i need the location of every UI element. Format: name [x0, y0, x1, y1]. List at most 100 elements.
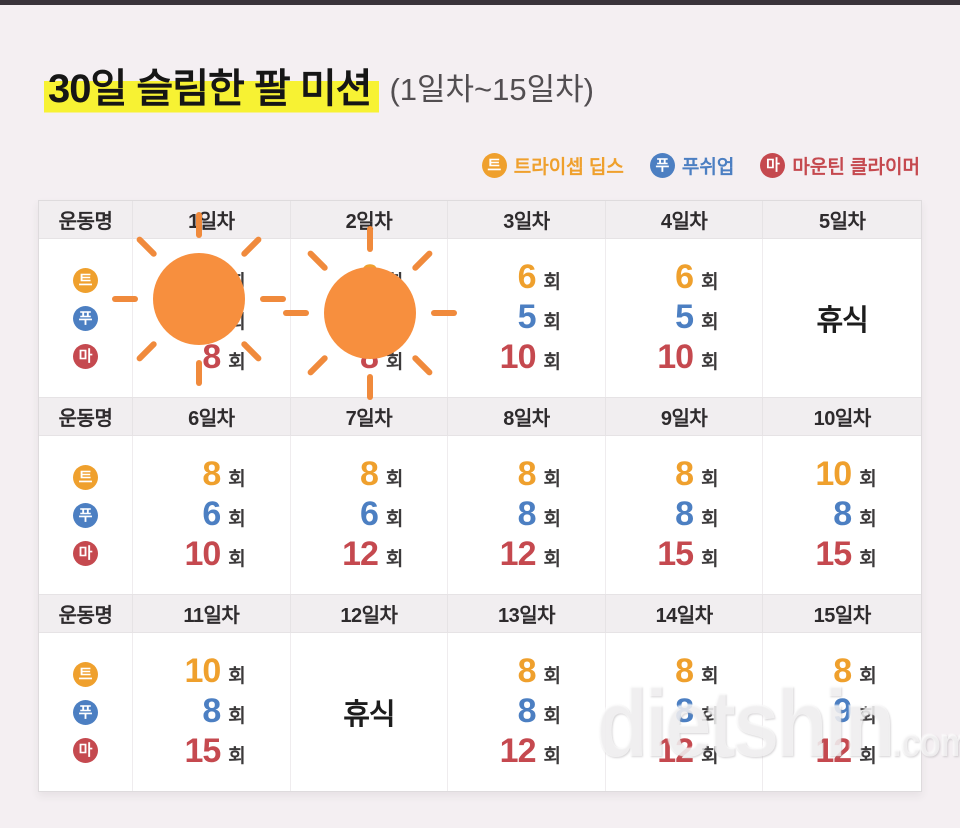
- rep-unit: 회: [228, 549, 246, 570]
- rep-unit: 회: [385, 509, 404, 530]
- exercise-badge-icon: 마: [760, 153, 786, 178]
- day-header: 12일차: [291, 595, 449, 632]
- rep-count: 10: [184, 535, 221, 573]
- exercise-badge-icon: 트: [73, 464, 98, 490]
- rep-count: 8: [359, 455, 379, 493]
- rep-count: 8: [202, 455, 221, 493]
- rep-unit: 회: [385, 312, 404, 333]
- day-cell: 6 회 5 회 10 회: [448, 239, 606, 397]
- legend: 트 트라이셉 딥스 푸 푸쉬업 마 마운틴 클라이머: [481, 152, 920, 179]
- rep-count: 8: [359, 338, 379, 376]
- legend-item: 푸 푸쉬업: [649, 152, 735, 179]
- table-header-row: 운동명 11일차 12일차 13일차 14일차 15일차: [39, 594, 921, 633]
- rep-line: 12 회: [641, 732, 727, 772]
- rep-line: 10 회: [168, 652, 254, 692]
- day-cell: 8 회 8 회 12 회: [606, 633, 764, 791]
- day-cell: 8 회 9 회 12 회: [763, 633, 921, 791]
- rep-unit: 회: [701, 509, 719, 530]
- day-header: 11일차: [133, 595, 291, 632]
- rep-count: 15: [815, 535, 852, 573]
- rep-count: 5: [675, 298, 694, 336]
- day-header: 14일차: [606, 595, 764, 632]
- day-header: 15일차: [813, 605, 872, 627]
- watermark-text: dietshin: [596, 670, 895, 777]
- rep-unit: 회: [701, 352, 719, 373]
- rep-count: 8: [517, 455, 537, 493]
- rep-count: 8: [833, 652, 852, 690]
- exercise-col-header: 운동명: [39, 201, 133, 238]
- day-header: 7일차: [291, 398, 449, 435]
- rep-unit: 회: [543, 746, 561, 767]
- exercise-badge-icon: 푸: [649, 153, 675, 178]
- top-bar: [0, 0, 960, 5]
- rep-unit: 회: [859, 666, 877, 687]
- rep-line: 10 회: [641, 338, 727, 378]
- rep-unit: 회: [385, 469, 404, 490]
- rep-count: 9: [833, 692, 852, 730]
- rep-count: 12: [657, 732, 694, 770]
- rep-count: 6: [517, 258, 537, 296]
- exercise-badge-icon: 트: [73, 661, 98, 687]
- rep-line: 10 회: [483, 338, 569, 378]
- rep-unit: 회: [701, 469, 719, 490]
- rep-count: 10: [499, 338, 537, 376]
- table-body-row: 트 푸 마 10 회 8 회 15 회 휴식 8 회 8 회 12 회 8 회 8 회 12 회 8 회 9 회 12 회: [39, 633, 921, 791]
- rep-count: 6: [359, 258, 379, 296]
- rep-count: 12: [499, 732, 537, 770]
- rep-count: 8: [202, 692, 221, 730]
- rep-unit: 회: [701, 666, 719, 687]
- rep-line: 10 회: [799, 455, 885, 495]
- exercise-badge-icon: 푸: [73, 305, 98, 331]
- rep-count: 8: [675, 692, 694, 730]
- exercise-col-header: 운동명: [39, 398, 133, 435]
- rep-unit: 회: [859, 549, 877, 570]
- rep-count: 10: [815, 455, 852, 493]
- rest-label: 휴식: [343, 699, 395, 731]
- rep-unit: 회: [543, 312, 561, 333]
- rep-count: 8: [675, 495, 694, 533]
- day-header: 5일차: [818, 211, 866, 233]
- rep-unit: 회: [228, 312, 246, 333]
- rep-count: 6: [202, 258, 221, 296]
- page-subtitle: (1일차~15일차): [389, 72, 594, 107]
- rep-unit: 회: [543, 509, 561, 530]
- day-cell: 8 회 8 회 15 회: [606, 436, 764, 594]
- title-block: 30일 슬림한 팔 미션 (1일차~15일차): [44, 56, 594, 114]
- day-cell: 휴식: [763, 239, 921, 397]
- rep-unit: 회: [385, 272, 404, 293]
- rep-unit: 회: [385, 352, 404, 373]
- rep-unit: 회: [228, 469, 246, 490]
- rep-unit: 회: [543, 706, 561, 727]
- rep-count: 12: [342, 535, 379, 573]
- rep-unit: 회: [228, 746, 246, 767]
- rep-count: 15: [184, 732, 221, 770]
- rep-unit: 회: [701, 746, 719, 767]
- rep-line: 12 회: [483, 535, 569, 575]
- watermark-suffix: .com: [891, 721, 960, 765]
- rep-unit: 회: [859, 509, 877, 530]
- rep-count: 6: [202, 495, 221, 533]
- day-header: 1일차: [133, 201, 291, 238]
- rep-line: 15 회: [168, 732, 254, 772]
- exercise-badge-icon: 마: [73, 540, 98, 566]
- legend-label: 푸쉬업: [681, 157, 735, 178]
- rep-count: 12: [499, 535, 537, 573]
- rep-count: 15: [657, 535, 694, 573]
- rep-count: 5: [202, 298, 221, 336]
